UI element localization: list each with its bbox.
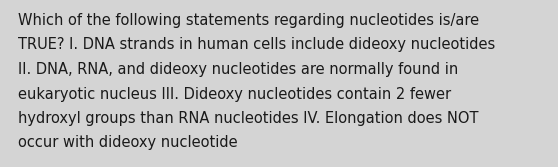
Text: Which of the following statements regarding nucleotides is/are: Which of the following statements regard… xyxy=(18,13,479,28)
Text: eukaryotic nucleus III. Dideoxy nucleotides contain 2 fewer: eukaryotic nucleus III. Dideoxy nucleoti… xyxy=(18,87,451,102)
Text: occur with dideoxy nucleotide: occur with dideoxy nucleotide xyxy=(18,135,238,150)
Text: TRUE? I. DNA strands in human cells include dideoxy nucleotides: TRUE? I. DNA strands in human cells incl… xyxy=(18,38,496,52)
Text: hydroxyl groups than RNA nucleotides IV. Elongation does NOT: hydroxyl groups than RNA nucleotides IV.… xyxy=(18,111,479,126)
Text: II. DNA, RNA, and dideoxy nucleotides are normally found in: II. DNA, RNA, and dideoxy nucleotides ar… xyxy=(18,62,458,77)
